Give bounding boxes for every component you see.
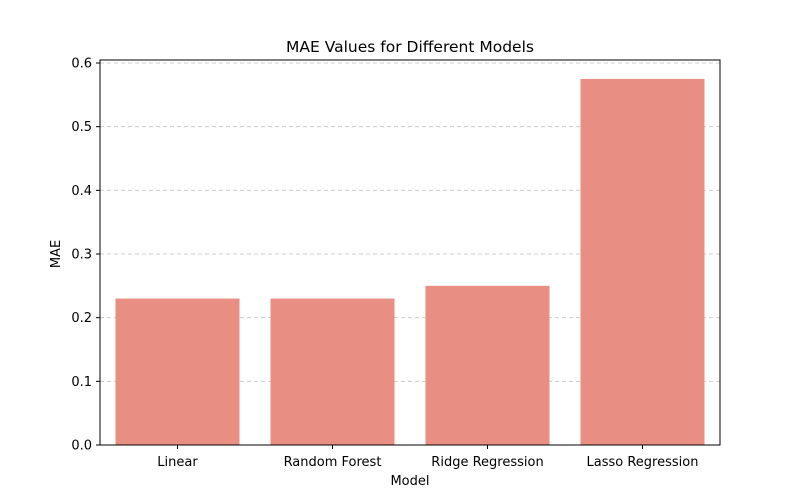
y-tick-label: 0.3 — [71, 248, 92, 263]
x-tick-label: Lasso Regression — [587, 455, 699, 470]
x-tick-label: Ridge Regression — [431, 455, 543, 470]
y-axis-ticks: 0.0 0.1 0.2 0.3 0.4 0.5 0.6 — [71, 57, 100, 454]
y-tick-label: 0.4 — [71, 184, 92, 199]
bars — [115, 78, 705, 446]
y-tick-label: 0.6 — [71, 57, 92, 72]
bar — [270, 298, 395, 445]
bar — [425, 285, 550, 445]
chart-title: MAE Values for Different Models — [286, 38, 534, 56]
y-tick-label: 0.2 — [71, 311, 92, 326]
y-axis-title: MAE — [49, 240, 64, 268]
y-tick-label: 0.5 — [71, 120, 92, 135]
x-tick-label: Random Forest — [284, 455, 382, 470]
x-tick-label: Linear — [157, 455, 198, 470]
x-axis-title: Model — [390, 474, 429, 489]
bar — [580, 78, 705, 446]
bar — [115, 298, 240, 445]
plot-frame — [99, 59, 721, 446]
x-axis-ticks: Linear Random Forest Ridge Regression Lasso… — [157, 445, 698, 470]
y-tick-label: 0.1 — [71, 375, 92, 390]
grid-lines — [100, 62, 720, 382]
y-tick-label: 0.0 — [71, 439, 92, 454]
